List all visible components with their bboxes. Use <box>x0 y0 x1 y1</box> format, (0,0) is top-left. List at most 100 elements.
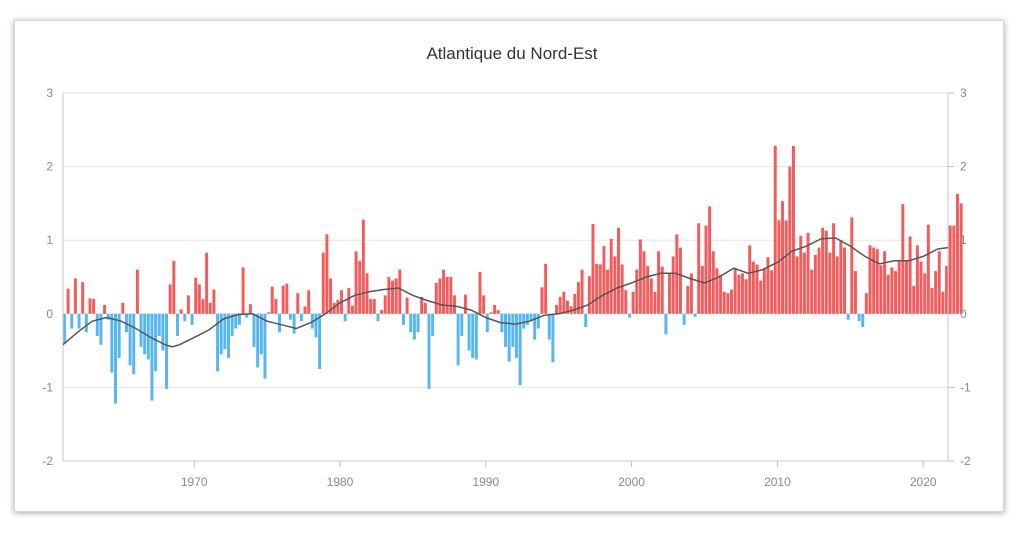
bar <box>139 313 143 347</box>
bar <box>529 313 533 322</box>
bar <box>762 268 766 314</box>
bar <box>259 313 263 355</box>
bar <box>453 295 456 314</box>
bar <box>332 302 336 314</box>
bar <box>95 313 99 336</box>
bar <box>904 260 908 314</box>
bar <box>336 299 340 314</box>
bar <box>883 251 887 314</box>
bar <box>613 256 617 314</box>
bar <box>227 313 230 358</box>
bar <box>555 304 559 314</box>
bar <box>234 313 238 329</box>
bar <box>70 313 74 329</box>
bar <box>737 274 741 314</box>
bar <box>540 287 544 314</box>
bar <box>671 256 675 314</box>
bar <box>525 313 529 325</box>
bar <box>66 288 70 314</box>
bar <box>372 299 376 314</box>
y-tick-label-left: 0 <box>46 307 53 321</box>
bar <box>376 313 380 322</box>
axes <box>62 93 949 467</box>
bar <box>325 234 329 314</box>
bar <box>890 267 894 314</box>
bar <box>183 313 187 322</box>
bar <box>853 271 857 314</box>
bar <box>810 269 814 314</box>
bar <box>948 225 952 314</box>
bar <box>558 296 562 314</box>
bar <box>536 313 540 329</box>
bar <box>427 313 431 389</box>
bar <box>719 274 723 314</box>
bar <box>755 264 759 314</box>
bar <box>165 313 169 389</box>
bar <box>919 261 923 314</box>
bar <box>460 313 464 336</box>
bar <box>285 283 289 314</box>
bar <box>875 249 879 314</box>
bar <box>369 299 373 314</box>
bar <box>442 269 446 314</box>
bar <box>241 267 245 314</box>
x-tick-label: 1990 <box>472 475 499 489</box>
chart-title: Atlantique du Nord-Est <box>426 44 598 63</box>
bar <box>580 269 584 314</box>
bar <box>708 206 712 314</box>
bar <box>99 313 103 345</box>
bar <box>740 273 744 314</box>
bar <box>467 313 471 351</box>
bar <box>945 265 949 314</box>
bar <box>77 313 81 329</box>
bar <box>103 304 107 314</box>
smoothed-trend-line <box>62 237 949 348</box>
bar <box>154 313 158 372</box>
bar <box>824 230 828 314</box>
bar <box>401 313 405 325</box>
bar <box>791 145 795 314</box>
bar <box>511 313 515 347</box>
bar <box>795 256 799 314</box>
bar <box>216 313 220 372</box>
bar <box>135 269 139 314</box>
bar <box>354 251 358 314</box>
y-tick-label-right: -2 <box>960 454 971 468</box>
bar <box>846 313 850 320</box>
bar <box>456 313 460 366</box>
bar <box>759 280 763 314</box>
bar <box>668 273 672 314</box>
bar <box>777 220 781 314</box>
bar <box>157 313 161 336</box>
bar <box>937 251 941 314</box>
bar <box>646 265 650 314</box>
bar <box>609 238 613 314</box>
bar <box>518 313 522 386</box>
bar <box>573 293 577 314</box>
bar <box>514 313 518 358</box>
bar <box>773 145 777 314</box>
bar <box>190 313 194 325</box>
bar <box>941 291 945 314</box>
bar <box>84 313 88 333</box>
bar <box>784 220 788 314</box>
bar <box>915 245 919 314</box>
bar <box>219 313 223 355</box>
bar <box>679 247 682 314</box>
bar <box>387 277 391 314</box>
bar <box>303 306 307 314</box>
y-tick-label-left: -1 <box>42 380 53 394</box>
y-tick-label-right: 0 <box>960 307 967 321</box>
tick-labels: 3 3 2 2 1 1 0 0 -1 -1 -2 -2 1970 1980 1990 2000 2010 2020 <box>42 86 971 489</box>
bar <box>92 299 96 314</box>
bar <box>657 251 661 314</box>
bar <box>602 246 606 314</box>
bar <box>821 227 825 314</box>
bar <box>117 313 121 358</box>
bar <box>901 204 905 314</box>
bar <box>201 299 205 314</box>
bar <box>391 280 394 314</box>
bar <box>864 293 868 314</box>
bar <box>329 278 333 314</box>
